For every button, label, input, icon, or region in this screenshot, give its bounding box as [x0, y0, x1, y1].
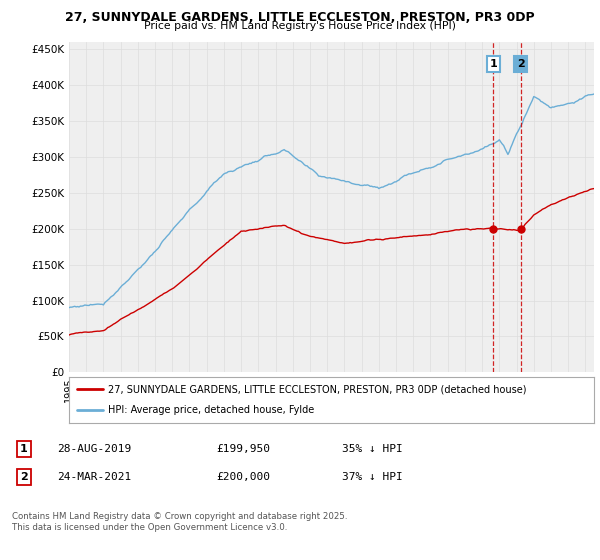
Text: 1: 1	[20, 444, 28, 454]
Text: 28-AUG-2019: 28-AUG-2019	[57, 444, 131, 454]
Text: 2: 2	[517, 59, 524, 69]
Text: 27, SUNNYDALE GARDENS, LITTLE ECCLESTON, PRESTON, PR3 0DP (detached house): 27, SUNNYDALE GARDENS, LITTLE ECCLESTON,…	[109, 384, 527, 394]
Text: Contains HM Land Registry data © Crown copyright and database right 2025.
This d: Contains HM Land Registry data © Crown c…	[12, 512, 347, 532]
Text: £200,000: £200,000	[216, 472, 270, 482]
Text: 2: 2	[20, 472, 28, 482]
Text: HPI: Average price, detached house, Fylde: HPI: Average price, detached house, Fyld…	[109, 405, 314, 415]
Text: 37% ↓ HPI: 37% ↓ HPI	[342, 472, 403, 482]
Text: 24-MAR-2021: 24-MAR-2021	[57, 472, 131, 482]
Text: 35% ↓ HPI: 35% ↓ HPI	[342, 444, 403, 454]
Text: 1: 1	[490, 59, 497, 69]
Text: £199,950: £199,950	[216, 444, 270, 454]
Text: Price paid vs. HM Land Registry's House Price Index (HPI): Price paid vs. HM Land Registry's House …	[144, 21, 456, 31]
Text: 27, SUNNYDALE GARDENS, LITTLE ECCLESTON, PRESTON, PR3 0DP: 27, SUNNYDALE GARDENS, LITTLE ECCLESTON,…	[65, 11, 535, 24]
